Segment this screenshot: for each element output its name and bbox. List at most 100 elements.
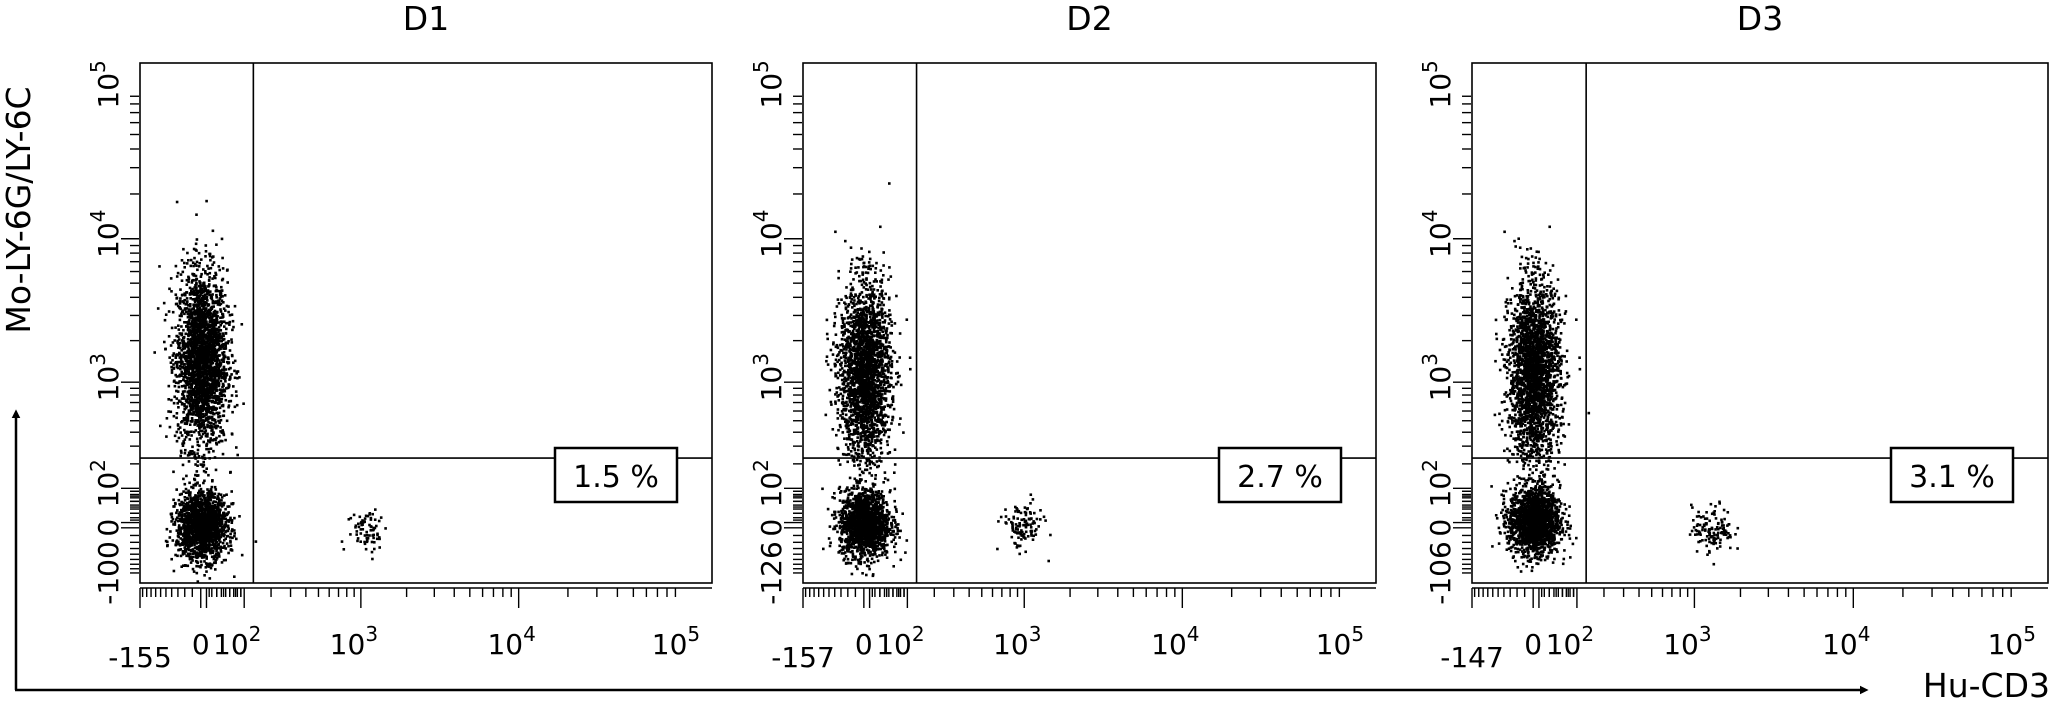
scatter-point bbox=[216, 303, 220, 306]
scatter-point bbox=[207, 565, 211, 568]
scatter-point bbox=[216, 546, 220, 550]
scatter-point bbox=[209, 387, 212, 390]
scatter-point bbox=[231, 328, 234, 332]
scatter-point bbox=[197, 316, 201, 320]
scatter-point bbox=[196, 509, 199, 512]
scatter-point bbox=[209, 340, 213, 344]
scatter-point bbox=[178, 502, 181, 506]
scatter-point bbox=[196, 440, 199, 444]
scatter-point bbox=[218, 434, 221, 438]
scatter-point bbox=[214, 377, 217, 380]
scatter-point bbox=[175, 302, 178, 306]
scatter-point bbox=[240, 553, 244, 557]
scatter-point bbox=[185, 291, 188, 294]
scatter-point bbox=[214, 289, 218, 293]
scatter-point bbox=[179, 514, 182, 517]
scatter-point bbox=[208, 524, 211, 528]
scatter-point bbox=[840, 337, 844, 341]
scatter-point bbox=[852, 349, 855, 353]
scatter-point bbox=[232, 325, 235, 329]
scatter-point bbox=[184, 431, 187, 434]
scatter-point bbox=[201, 344, 204, 348]
scatter-point bbox=[220, 368, 224, 372]
scatter-point bbox=[211, 512, 214, 515]
scatter-point bbox=[182, 534, 185, 538]
scatter-point bbox=[214, 424, 217, 427]
scatter-point bbox=[208, 320, 212, 324]
scatter-point bbox=[153, 351, 156, 354]
scatter-point bbox=[207, 325, 210, 329]
scatter-point bbox=[210, 396, 214, 399]
scatter-point bbox=[197, 307, 201, 311]
scatter-point bbox=[225, 493, 228, 496]
scatter-point bbox=[209, 312, 213, 315]
scatter-point bbox=[212, 561, 216, 564]
scatter-point bbox=[204, 370, 207, 373]
scatter-point bbox=[177, 436, 181, 440]
scatter-point bbox=[211, 516, 214, 519]
scatter-point bbox=[185, 416, 188, 419]
scatter-point bbox=[192, 378, 196, 382]
scatter-point bbox=[222, 337, 226, 341]
scatter-point bbox=[862, 360, 865, 364]
scatter-point bbox=[221, 414, 225, 418]
scatter-point bbox=[185, 307, 189, 310]
scatter-point bbox=[195, 556, 199, 559]
y-tick-label: 103 bbox=[86, 353, 125, 401]
scatter-point bbox=[180, 515, 184, 519]
scatter-point bbox=[201, 391, 205, 395]
scatter-point bbox=[194, 262, 197, 266]
scatter-point bbox=[219, 439, 222, 443]
scatter-point bbox=[196, 501, 200, 505]
scatter-point bbox=[881, 289, 884, 293]
scatter-point bbox=[834, 358, 838, 362]
scatter-point bbox=[209, 266, 213, 270]
scatter-point bbox=[199, 516, 202, 520]
scatter-point bbox=[179, 537, 182, 540]
scatter-point bbox=[200, 396, 204, 400]
scatter-point bbox=[220, 530, 224, 534]
scatter-point bbox=[193, 309, 196, 312]
scatter-point bbox=[185, 400, 189, 404]
scatter-point bbox=[198, 299, 202, 302]
scatter-point bbox=[211, 388, 215, 391]
scatter-point bbox=[191, 366, 194, 369]
scatter-point bbox=[193, 388, 196, 391]
scatter-point bbox=[864, 480, 867, 483]
scatter-point bbox=[852, 460, 856, 463]
scatter-point bbox=[214, 509, 217, 513]
scatter-point bbox=[173, 384, 177, 388]
scatter-point bbox=[209, 494, 213, 498]
scatter-point bbox=[178, 351, 181, 355]
scatter-point bbox=[198, 501, 202, 504]
scatter-point bbox=[206, 533, 209, 536]
scatter-point bbox=[169, 344, 173, 347]
scatter-point bbox=[205, 434, 208, 437]
scatter-point bbox=[191, 379, 194, 382]
scatter-point bbox=[166, 540, 169, 544]
scatter-point bbox=[182, 300, 185, 303]
scatter-point bbox=[229, 541, 232, 544]
scatter-point bbox=[205, 372, 208, 376]
scatter-point bbox=[207, 372, 210, 376]
scatter-point bbox=[215, 293, 218, 297]
scatter-point bbox=[202, 502, 206, 505]
scatter-point bbox=[192, 307, 195, 311]
plot-frame bbox=[139, 62, 713, 584]
scatter-point bbox=[195, 304, 199, 307]
scatter-point bbox=[195, 286, 198, 289]
scatter-point bbox=[201, 287, 204, 291]
scatter-point bbox=[180, 508, 183, 512]
scatter-point bbox=[221, 312, 224, 316]
scatter-point bbox=[181, 360, 184, 364]
scatter-point bbox=[226, 534, 230, 538]
scatter-point bbox=[191, 327, 195, 330]
scatter-point bbox=[232, 361, 235, 364]
scatter-point bbox=[217, 516, 221, 519]
scatter-point bbox=[217, 372, 221, 375]
scatter-point bbox=[860, 350, 863, 354]
scatter-point bbox=[205, 409, 208, 413]
scatter-point bbox=[205, 347, 209, 350]
scatter-point bbox=[201, 294, 205, 298]
scatter-point bbox=[211, 385, 214, 389]
